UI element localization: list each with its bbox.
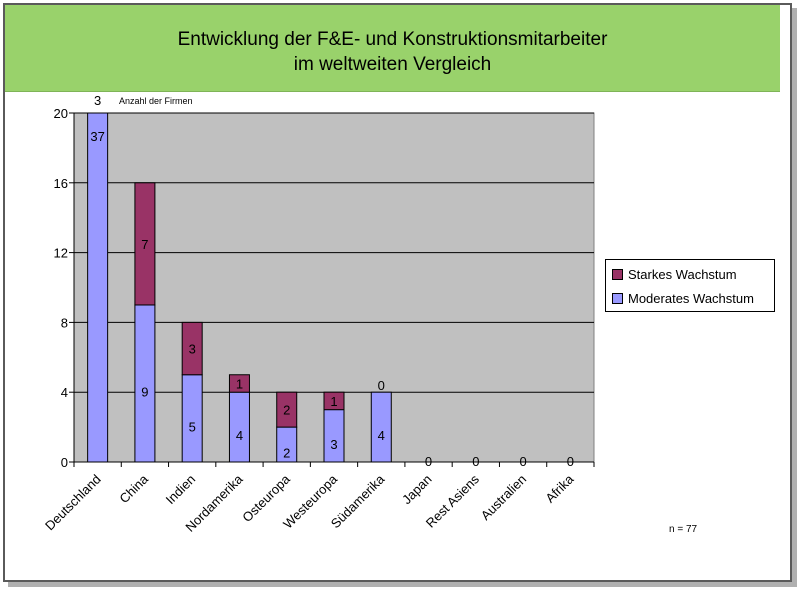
bar-strong — [323, 391, 345, 411]
data-label-moderate: 37 — [90, 129, 104, 144]
bar-strong — [276, 391, 298, 428]
y-tick-label: 4 — [61, 385, 68, 400]
bar-strong — [181, 321, 203, 376]
bar-moderate — [323, 409, 345, 463]
legend: Starkes Wachstum Moderates Wachstum — [605, 259, 775, 312]
data-label-moderate: 3 — [330, 437, 337, 452]
bar-moderate — [134, 304, 156, 463]
y-tick-label: 12 — [54, 246, 68, 261]
data-label-moderate: 4 — [236, 428, 243, 443]
legend-swatch-moderate — [612, 292, 623, 304]
data-label-strong: 1 — [330, 394, 337, 409]
data-label-strong: 7 — [141, 237, 148, 252]
y-tick-label: 20 — [54, 106, 68, 121]
chart-title-line2: im weltweiten Vergleich — [293, 54, 492, 75]
data-label-strong: 3 — [189, 342, 196, 357]
data-label-strong: 0 — [378, 378, 385, 393]
chart-title-line1: Entwicklung der F&E- und Konstruktionsmi… — [177, 29, 608, 50]
y-tick-label: 16 — [54, 176, 68, 191]
unit-label: Anzahl der Firmen — [119, 96, 193, 106]
data-label-strong: 3 — [94, 93, 101, 108]
data-label-moderate: 0 — [472, 454, 479, 469]
y-tick-label: 8 — [61, 315, 68, 330]
x-tick-label: Afrika — [542, 471, 577, 506]
data-label-moderate: 2 — [283, 446, 290, 461]
x-tick-label: Australien — [478, 472, 529, 523]
data-label-moderate: 4 — [378, 428, 385, 443]
data-label-strong: 2 — [283, 403, 290, 418]
data-label-strong: 1 — [236, 376, 243, 391]
bar-moderate — [87, 112, 109, 463]
x-tick-label: Japan — [399, 472, 435, 508]
data-label-moderate: 0 — [425, 454, 432, 469]
data-label-moderate: 9 — [141, 384, 148, 399]
bar-moderate — [370, 391, 392, 463]
x-tick-label: Deutschland — [42, 472, 104, 534]
bar-moderate — [181, 374, 203, 463]
legend-swatch-strong — [612, 268, 623, 280]
data-label-moderate: 0 — [567, 454, 574, 469]
data-label-moderate: 5 — [189, 419, 196, 434]
y-tick-label: 0 — [61, 455, 68, 470]
legend-label-moderate: Moderates Wachstum — [628, 290, 754, 306]
legend-item-moderate: Moderates Wachstum — [612, 289, 754, 307]
bar-strong — [228, 374, 250, 393]
x-tick-label: Indien — [163, 472, 199, 508]
bar-strong — [134, 182, 156, 306]
data-label-moderate: 0 — [519, 454, 526, 469]
sample-size-label: n = 77 — [669, 524, 698, 535]
legend-item-strong: Starkes Wachstum — [612, 265, 737, 283]
x-tick-label: China — [116, 471, 151, 506]
title-banner: Entwicklung der F&E- und Konstruktionsmi… — [5, 5, 780, 92]
bar-moderate — [228, 391, 250, 463]
legend-label-strong: Starkes Wachstum — [628, 266, 737, 282]
